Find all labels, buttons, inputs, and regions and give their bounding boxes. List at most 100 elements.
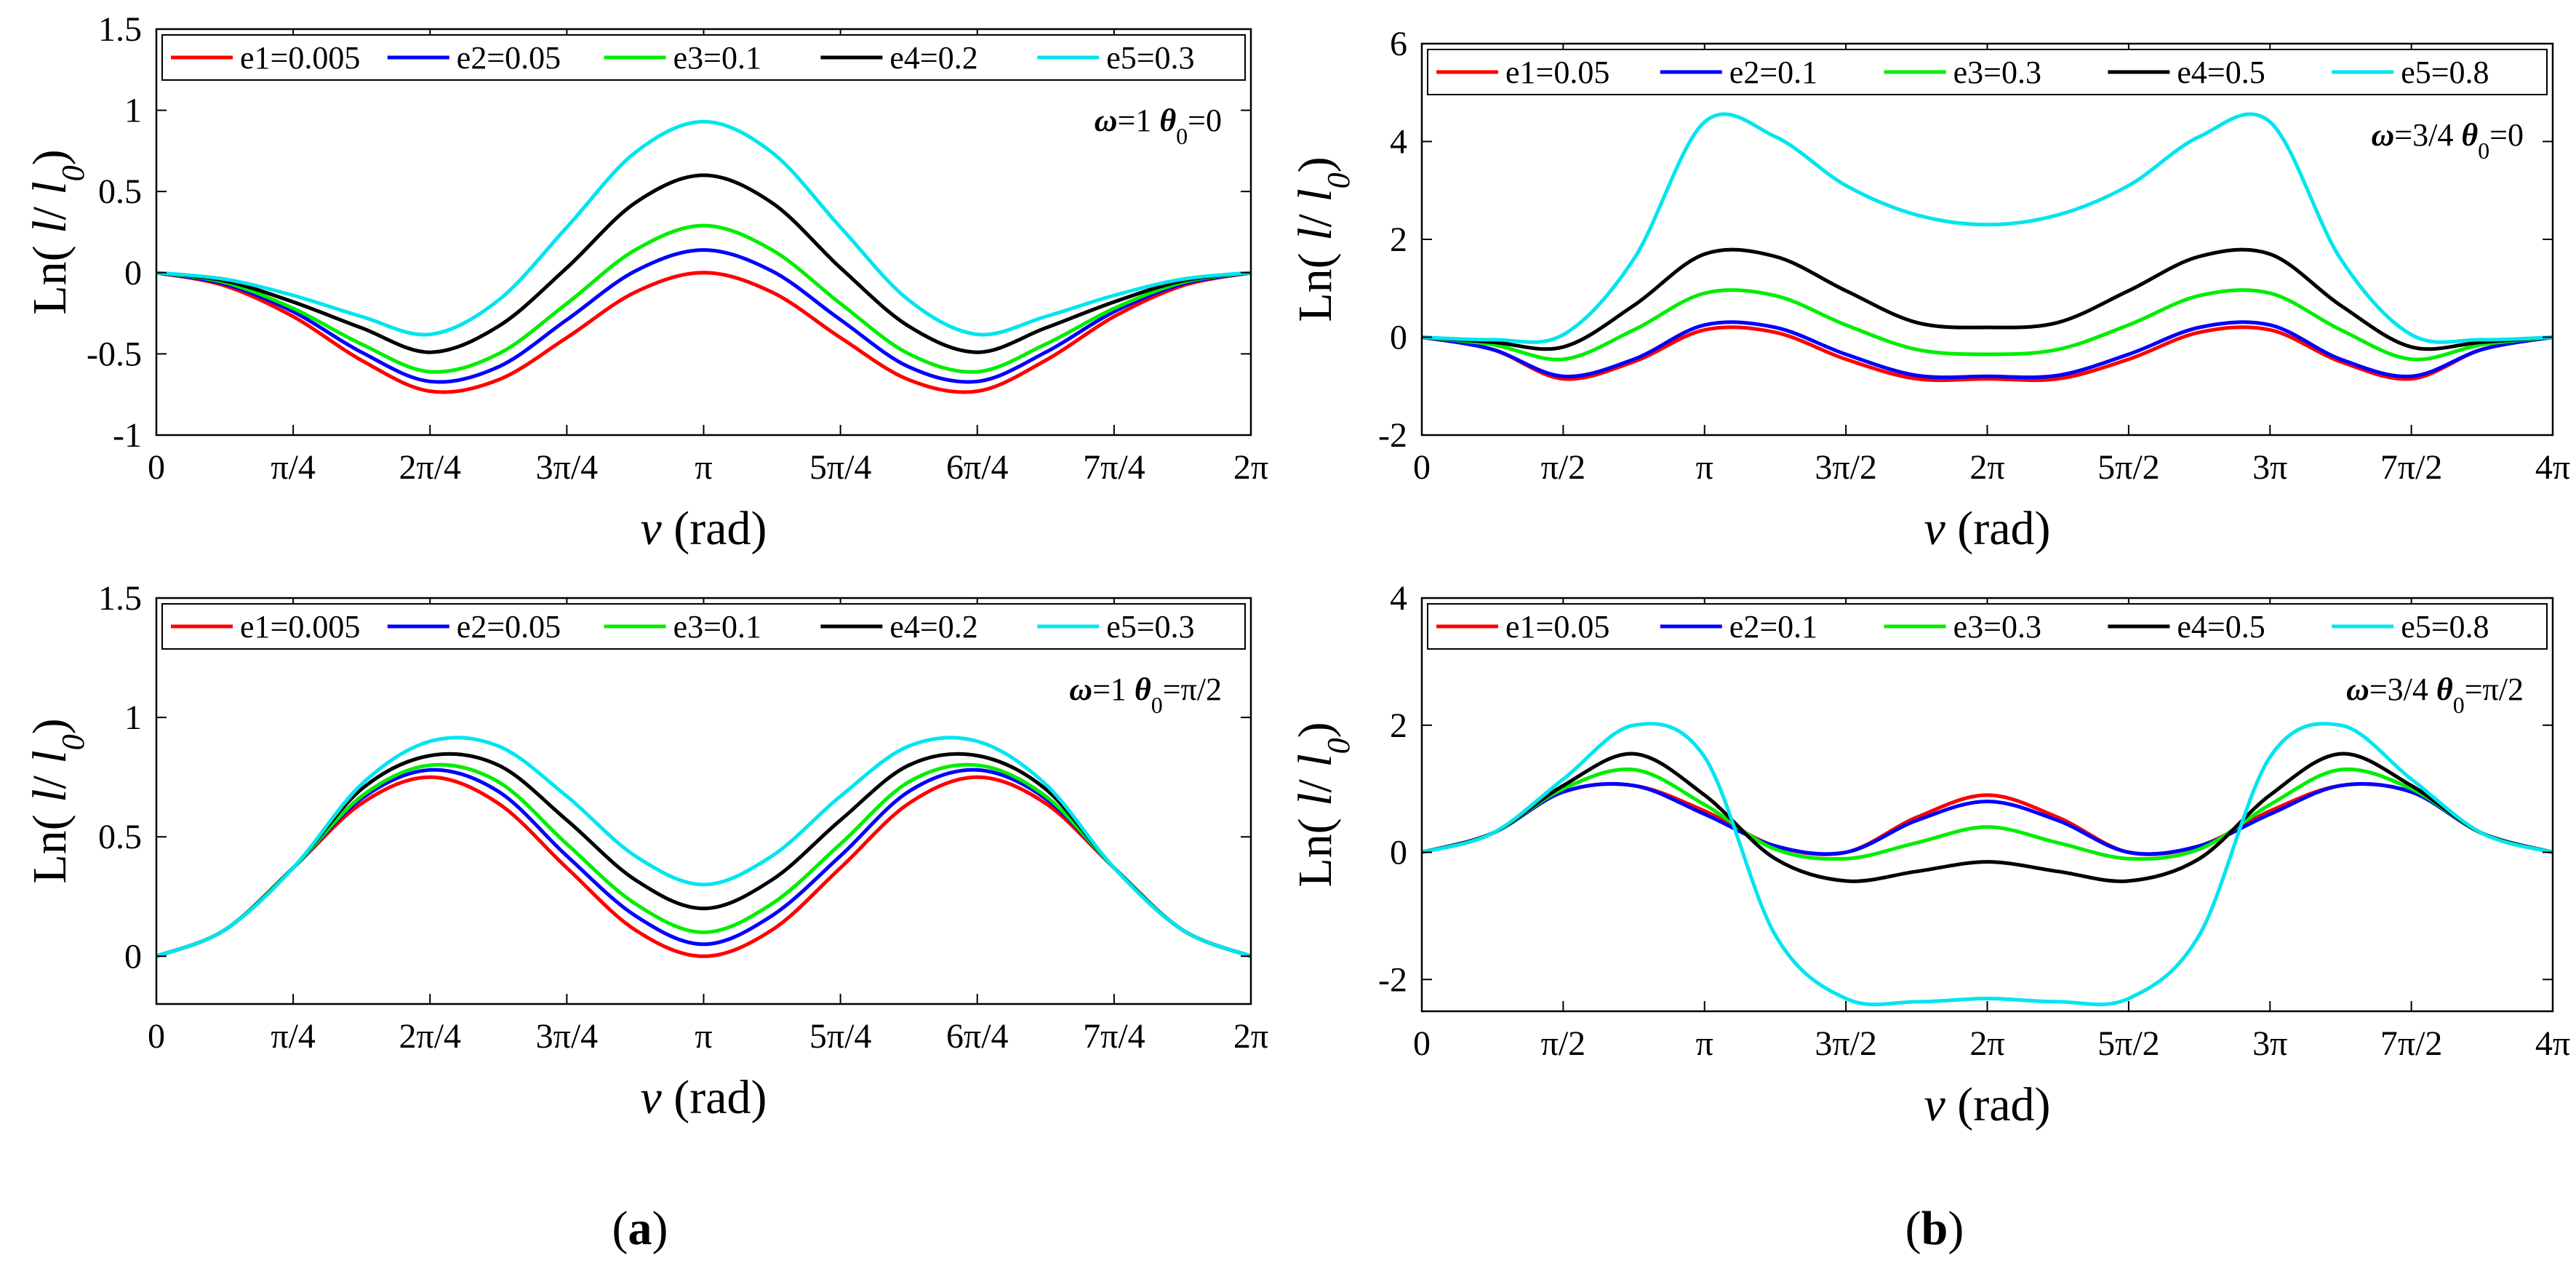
series-line-3 bbox=[1422, 767, 2553, 861]
y-tick-label: 1.5 bbox=[98, 579, 142, 618]
y-label-suffix: ) bbox=[1289, 156, 1342, 172]
y-label-subscript: 0 bbox=[55, 165, 91, 181]
legend-label-2: e2=0.05 bbox=[457, 40, 561, 76]
annotation-theta-value: =π/2 bbox=[2465, 672, 2524, 707]
y-label-subscript: 0 bbox=[1321, 738, 1356, 754]
x-tick-label: 3π bbox=[2252, 1024, 2287, 1063]
x-axis-label-unit: (rad) bbox=[1945, 502, 2051, 555]
annotation-theta: θ bbox=[2461, 117, 2478, 153]
x-tick-label: 2π bbox=[1969, 448, 2004, 487]
x-tick-label: 3π/2 bbox=[1815, 1024, 1877, 1063]
legend-label-2: e2=0.1 bbox=[1729, 55, 1817, 90]
annotation: ω=3/4 θ0=0 bbox=[2371, 117, 2524, 164]
y-tick-label: 0 bbox=[124, 254, 142, 292]
y-label-l: l bbox=[23, 789, 76, 802]
series-line-4 bbox=[156, 173, 1251, 354]
annotation-theta-value: =π/2 bbox=[1163, 672, 1222, 707]
y-tick-label: 2 bbox=[1390, 220, 1407, 259]
series-line-3 bbox=[1422, 288, 2553, 362]
x-tick-label: 3π/2 bbox=[1815, 448, 1877, 487]
series-line-5 bbox=[156, 736, 1251, 958]
x-tick-label: 5π/2 bbox=[2097, 448, 2160, 487]
x-tick-label: 7π/2 bbox=[2380, 448, 2443, 487]
legend-label-5: e5=0.8 bbox=[2401, 55, 2489, 90]
x-axis-label-unit: (rad) bbox=[662, 502, 767, 555]
x-tick-label: 2π/4 bbox=[399, 1017, 461, 1056]
series-line-5 bbox=[1422, 112, 2553, 344]
series-line-3 bbox=[156, 762, 1251, 958]
annotation-omega: ω bbox=[2371, 117, 2394, 153]
x-axis-label-unit: (rad) bbox=[1945, 1078, 2051, 1131]
series-line-5 bbox=[156, 119, 1251, 337]
y-tick-label: 2 bbox=[1390, 706, 1407, 745]
y-tick-label: -2 bbox=[1378, 960, 1407, 999]
annotation-omega: ω bbox=[1095, 103, 1118, 138]
x-axis-label: ν (rad) bbox=[640, 1071, 767, 1124]
annotation-omega: ω bbox=[1069, 672, 1092, 707]
legend-label-1: e1=0.05 bbox=[1505, 609, 1609, 645]
series-layer bbox=[156, 119, 1251, 394]
annotation-omega-value: =1 bbox=[1092, 672, 1135, 707]
x-axis-label: ν (rad) bbox=[1924, 1078, 2050, 1131]
annotation-theta: θ bbox=[1159, 103, 1176, 138]
legend-label-3: e3=0.1 bbox=[673, 40, 761, 76]
series-line-3 bbox=[156, 223, 1251, 374]
annotation-theta-sub: 0 bbox=[2478, 138, 2489, 164]
legend: e1=0.005 e2=0.05 e3=0.1 e4=0.2 e5=0.3 bbox=[161, 34, 1246, 81]
x-tick-label: π bbox=[695, 448, 712, 487]
x-tick-label: 3π bbox=[2252, 448, 2287, 487]
y-label-subscript: 0 bbox=[55, 734, 91, 750]
charts-layer: 0 π/4 2π/4 3π/4 π 5π/4 6π/4 7π/4 2π-1-0.500.511.… bbox=[23, 10, 2570, 1131]
legend-label-2: e2=0.05 bbox=[457, 609, 561, 645]
annotation-theta-sub: 0 bbox=[1151, 692, 1163, 718]
chart-a1: 0 π/4 2π/4 3π/4 π 5π/4 6π/4 7π/4 2π -1 -0.5 0 0.5 1 1.… bbox=[23, 10, 1268, 555]
y-label-prefix: Ln( bbox=[23, 234, 76, 315]
caption-b: (b) bbox=[1905, 1202, 1964, 1255]
x-tick-label: 0 bbox=[148, 448, 165, 487]
x-axis-label-symbol: ν bbox=[640, 502, 662, 555]
x-tick-label: 5π/4 bbox=[809, 448, 872, 487]
annotation: ω=1 θ0=π/2 bbox=[1069, 672, 1222, 718]
legend-label-4: e4=0.5 bbox=[2177, 609, 2265, 645]
x-axis-label: ν (rad) bbox=[1924, 502, 2050, 555]
annotation-theta-sub: 0 bbox=[2453, 692, 2465, 718]
x-tick-label: 4π bbox=[2535, 448, 2570, 487]
y-label-slash: / bbox=[23, 764, 76, 789]
y-label-prefix: Ln( bbox=[23, 802, 76, 884]
y-tick-label: -2 bbox=[1378, 416, 1407, 455]
x-tick-label: 4π bbox=[2535, 1024, 2570, 1063]
y-tick-label: 0.5 bbox=[98, 172, 142, 211]
x-tick-label: 2π/4 bbox=[399, 448, 461, 487]
y-label-l0: l bbox=[23, 750, 76, 763]
x-tick-label: π bbox=[1696, 1024, 1713, 1063]
series-layer bbox=[1422, 112, 2553, 383]
annotation-omega-value: =3/4 bbox=[2369, 672, 2436, 707]
annotation-theta-sub: 0 bbox=[1176, 123, 1188, 149]
series-line-1 bbox=[1422, 325, 2553, 383]
y-label-prefix: Ln( bbox=[1289, 241, 1342, 322]
y-tick-label: 0 bbox=[1390, 834, 1407, 872]
x-tick-label: 3π/4 bbox=[536, 1017, 599, 1056]
y-label-subscript: 0 bbox=[1321, 172, 1356, 188]
chart-a2: 0 π/4 2π/4 3π/4 π 5π/4 6π/4 7π/4 2π 0 0.5 1 1.5 ν (ra… bbox=[23, 579, 1268, 1124]
annotation-theta: θ bbox=[1135, 672, 1151, 707]
x-tick-label: π/4 bbox=[271, 448, 316, 487]
y-label-prefix: Ln( bbox=[1289, 806, 1342, 888]
y-tick-label: 6 bbox=[1390, 25, 1407, 63]
series-line-1 bbox=[156, 775, 1251, 958]
x-axis-label: ν (rad) bbox=[640, 502, 767, 555]
annotation-theta-value: =0 bbox=[1188, 103, 1222, 138]
legend-label-4: e4=0.2 bbox=[889, 40, 977, 76]
y-axis-label: Ln( l/ l0) bbox=[23, 718, 91, 883]
x-tick-label: 2π bbox=[1969, 1024, 2004, 1063]
y-label-l: l bbox=[1289, 228, 1342, 241]
annotation-theta: θ bbox=[2436, 672, 2453, 707]
y-label-l: l bbox=[23, 220, 76, 234]
series-line-4 bbox=[1422, 752, 2553, 883]
legend-label-1: e1=0.05 bbox=[1505, 55, 1609, 90]
series-layer bbox=[156, 736, 1251, 958]
legend-label-3: e3=0.1 bbox=[673, 609, 761, 645]
annotation-omega-value: =1 bbox=[1118, 103, 1160, 138]
legend-label-4: e4=0.5 bbox=[2177, 55, 2265, 90]
x-tick-label: 2π bbox=[1233, 448, 1268, 487]
